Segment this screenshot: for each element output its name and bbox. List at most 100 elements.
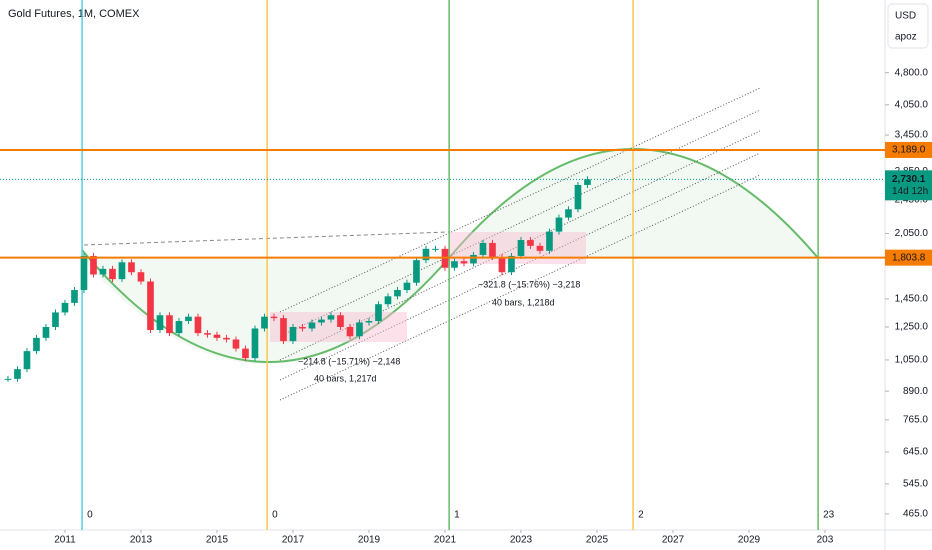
x-tick-label: 2013 bbox=[130, 535, 153, 546]
candle bbox=[498, 257, 506, 273]
x-tick-label: 2017 bbox=[282, 535, 305, 546]
candle bbox=[52, 312, 59, 327]
candle bbox=[156, 315, 164, 331]
candle bbox=[574, 184, 582, 210]
y-tick-label: 645.0 bbox=[903, 447, 928, 458]
candle bbox=[394, 290, 401, 297]
candle bbox=[14, 369, 21, 379]
candle bbox=[546, 231, 553, 251]
candle bbox=[403, 282, 411, 291]
candle bbox=[479, 242, 487, 255]
candle bbox=[365, 321, 373, 323]
y-tick-label: 1,450.0 bbox=[895, 294, 929, 305]
x-tick-label: 2029 bbox=[738, 535, 761, 546]
candle bbox=[508, 255, 515, 273]
arc-fill bbox=[82, 258, 449, 364]
scale-mode: apoz bbox=[895, 32, 917, 43]
x-tick-label: 2021 bbox=[434, 535, 457, 546]
last-price-label: 2,730.1 bbox=[892, 174, 926, 185]
candle bbox=[489, 242, 496, 258]
candle bbox=[137, 272, 145, 282]
candle bbox=[432, 248, 439, 250]
candle bbox=[565, 209, 572, 218]
candle bbox=[194, 316, 202, 334]
candle bbox=[109, 268, 116, 280]
candle bbox=[337, 315, 344, 327]
candle bbox=[242, 348, 249, 359]
candle bbox=[232, 339, 240, 349]
countdown: 14d 12h bbox=[892, 186, 928, 197]
candle bbox=[451, 261, 458, 268]
time-line-label: 23 bbox=[823, 510, 835, 521]
price-label-bg bbox=[885, 249, 932, 266]
candle bbox=[223, 337, 230, 340]
time-line-label: 2 bbox=[638, 510, 644, 521]
last-price-bg bbox=[885, 170, 932, 201]
candle bbox=[536, 245, 544, 251]
candle bbox=[517, 240, 525, 256]
scale-box[interactable] bbox=[887, 3, 929, 49]
candle bbox=[289, 326, 297, 342]
y-tick-label: 890.0 bbox=[903, 386, 928, 397]
arc bbox=[81, 249, 450, 363]
y-tick-label: 3,450.0 bbox=[895, 130, 929, 141]
y-tick-label: 765.0 bbox=[903, 414, 928, 425]
candle bbox=[356, 322, 363, 337]
candle bbox=[280, 318, 287, 342]
y-tick-label: 4,800.0 bbox=[895, 67, 929, 78]
candle bbox=[4, 378, 12, 380]
channel bbox=[279, 87, 761, 401]
x-tick-label: 2027 bbox=[662, 535, 685, 546]
annotation: −321.8 (−15.76%) −3,218 bbox=[478, 279, 580, 289]
time-line-label: 1 bbox=[454, 510, 460, 521]
candle bbox=[261, 316, 268, 329]
candle bbox=[118, 262, 126, 280]
candle bbox=[42, 326, 50, 338]
candle bbox=[23, 351, 31, 370]
candle bbox=[175, 321, 183, 334]
candle bbox=[318, 319, 325, 323]
x-tick-label: 2011 bbox=[54, 535, 76, 546]
x-tick-label: 2025 bbox=[586, 535, 609, 546]
candle bbox=[422, 248, 430, 261]
candle bbox=[270, 316, 278, 319]
candle bbox=[147, 281, 154, 331]
candle bbox=[384, 296, 392, 305]
candle bbox=[527, 240, 534, 246]
candle bbox=[375, 304, 382, 322]
price-label: 3,189.0 bbox=[892, 145, 926, 156]
y-tick-label: 2,050.0 bbox=[895, 228, 929, 239]
currency: USD bbox=[895, 11, 916, 22]
candle bbox=[213, 334, 221, 338]
annotation: 40 bars, 1,217d bbox=[314, 373, 377, 383]
candle bbox=[470, 254, 477, 264]
x-tick-label: 2015 bbox=[206, 535, 229, 546]
y-tick-label: 545.0 bbox=[903, 479, 928, 490]
candle bbox=[166, 315, 173, 334]
price-label: 1,803.8 bbox=[892, 252, 926, 263]
candle bbox=[71, 290, 78, 303]
candle bbox=[584, 179, 591, 185]
candle bbox=[327, 315, 335, 320]
x-tick-label: 2023 bbox=[510, 535, 533, 546]
candle bbox=[204, 333, 211, 335]
candle bbox=[460, 261, 468, 264]
candle bbox=[555, 217, 563, 232]
candle bbox=[413, 260, 420, 283]
candle bbox=[128, 262, 135, 273]
candle bbox=[99, 268, 107, 275]
y-tick-label: 1,250.0 bbox=[895, 322, 929, 333]
candle bbox=[299, 326, 306, 329]
y-tick-label: 465.0 bbox=[903, 509, 928, 520]
range-box bbox=[449, 232, 586, 264]
candle bbox=[90, 255, 97, 275]
x-tick-label: 203 bbox=[817, 535, 834, 546]
price-label-bg bbox=[885, 141, 932, 158]
candle bbox=[33, 337, 40, 352]
candle bbox=[61, 302, 69, 313]
candle bbox=[80, 255, 88, 291]
x-tick-label: 2019 bbox=[358, 535, 381, 546]
annotation: −214.8 (−15.71%) −2,148 bbox=[298, 356, 400, 366]
candle bbox=[251, 328, 259, 359]
